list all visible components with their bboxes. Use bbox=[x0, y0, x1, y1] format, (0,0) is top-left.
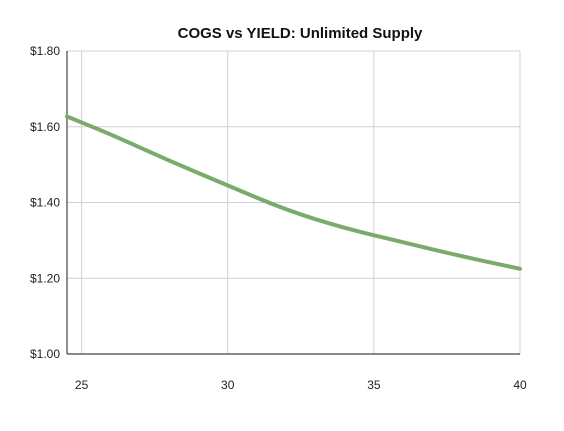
y-tick-label-4: $1.80 bbox=[30, 44, 60, 58]
chart-title: COGS vs YIELD: Unlimited Supply bbox=[178, 25, 423, 42]
y-tick-label-0: $1.00 bbox=[30, 347, 60, 361]
x-tick-labels: 25 30 35 40 bbox=[75, 378, 527, 392]
y-tick-label-2: $1.40 bbox=[30, 196, 60, 210]
grid-lines bbox=[67, 50, 521, 354]
x-tick-label-2: 35 bbox=[367, 378, 381, 392]
y-tick-label-1: $1.20 bbox=[30, 271, 60, 285]
y-tick-labels: $1.00 $1.20 $1.40 $1.60 $1.80 bbox=[30, 44, 60, 361]
series-line-0 bbox=[65, 114, 522, 271]
axes bbox=[66, 51, 520, 355]
y-tick-label-3: $1.60 bbox=[30, 120, 60, 134]
x-tick-label-3: 40 bbox=[513, 378, 527, 392]
x-tick-label-0: 25 bbox=[75, 378, 89, 392]
series-layer bbox=[65, 114, 522, 271]
x-tick-label-1: 30 bbox=[221, 378, 235, 392]
